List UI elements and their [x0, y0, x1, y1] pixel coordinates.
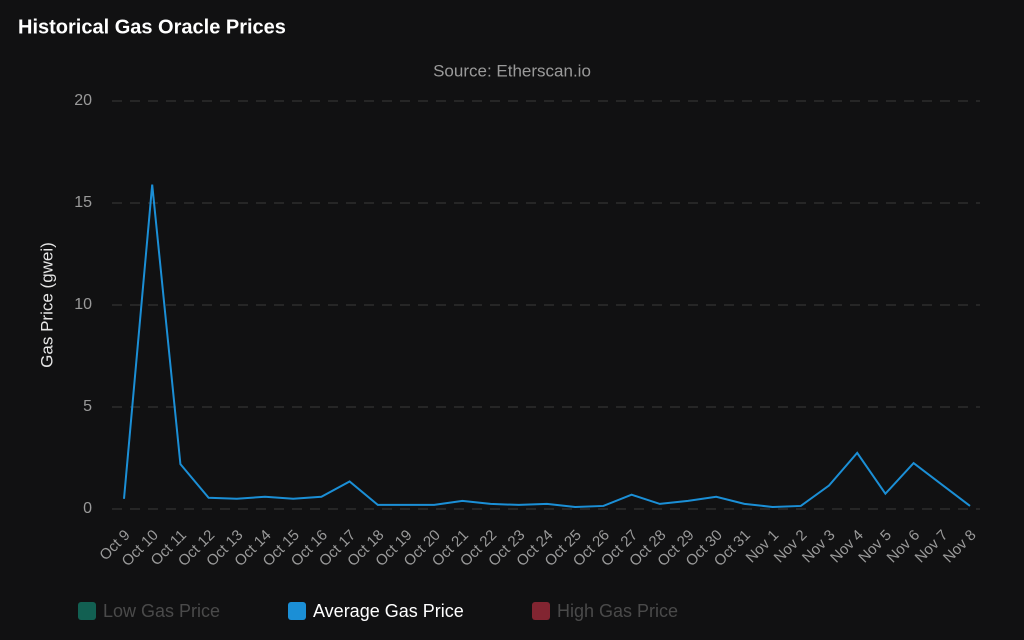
legend-swatch: [288, 602, 306, 620]
y-tick-label: 0: [83, 500, 92, 517]
legend-item[interactable]: Low Gas Price: [78, 601, 220, 621]
y-tick-label: 5: [83, 398, 92, 415]
y-axis-label: Gas Price (gwei): [37, 242, 56, 368]
line-series: [123, 184, 971, 508]
legend-label: High Gas Price: [557, 601, 678, 621]
legend-item[interactable]: High Gas Price: [532, 601, 678, 621]
chart-subtitle: Source: Etherscan.io: [433, 61, 591, 80]
legend-label: Average Gas Price: [313, 601, 464, 621]
legend-label: Low Gas Price: [103, 601, 220, 621]
chart-title: Historical Gas Oracle Prices: [18, 16, 286, 38]
legend-swatch: [78, 602, 96, 620]
legend-item[interactable]: Average Gas Price: [288, 601, 464, 621]
y-tick-label: 15: [74, 194, 92, 211]
y-tick-label: 20: [74, 92, 92, 109]
y-tick-label: 10: [74, 296, 92, 313]
legend-swatch: [532, 602, 550, 620]
